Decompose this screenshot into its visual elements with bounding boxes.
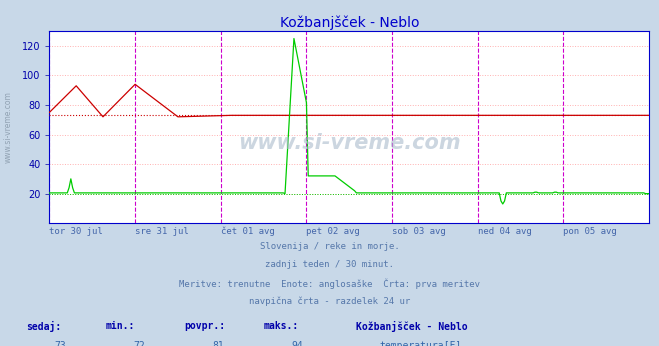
Text: pet 02 avg: pet 02 avg bbox=[306, 227, 360, 236]
Text: povpr.:: povpr.: bbox=[185, 321, 225, 331]
Text: 94: 94 bbox=[291, 341, 303, 346]
Text: min.:: min.: bbox=[105, 321, 135, 331]
Text: zadnji teden / 30 minut.: zadnji teden / 30 minut. bbox=[265, 260, 394, 269]
Text: www.si-vreme.com: www.si-vreme.com bbox=[238, 133, 461, 153]
Text: sre 31 jul: sre 31 jul bbox=[135, 227, 189, 236]
Text: www.si-vreme.com: www.si-vreme.com bbox=[3, 91, 13, 163]
Text: Slovenija / reke in morje.: Slovenija / reke in morje. bbox=[260, 242, 399, 251]
Text: navpična črta - razdelek 24 ur: navpična črta - razdelek 24 ur bbox=[249, 296, 410, 306]
Text: pon 05 avg: pon 05 avg bbox=[563, 227, 617, 236]
Text: sedaj:: sedaj: bbox=[26, 321, 61, 332]
Text: temperatura[F]: temperatura[F] bbox=[379, 341, 461, 346]
Text: ned 04 avg: ned 04 avg bbox=[478, 227, 532, 236]
Text: sob 03 avg: sob 03 avg bbox=[392, 227, 446, 236]
Text: čet 01 avg: čet 01 avg bbox=[221, 227, 275, 236]
Text: 73: 73 bbox=[54, 341, 66, 346]
Text: maks.:: maks.: bbox=[264, 321, 299, 331]
Text: tor 30 jul: tor 30 jul bbox=[49, 227, 103, 236]
Text: 72: 72 bbox=[133, 341, 145, 346]
Text: Kožbanjšček - Neblo: Kožbanjšček - Neblo bbox=[356, 321, 467, 332]
Title: Kožbanjšček - Neblo: Kožbanjšček - Neblo bbox=[279, 16, 419, 30]
Text: 81: 81 bbox=[212, 341, 224, 346]
Text: Meritve: trenutne  Enote: anglosaške  Črta: prva meritev: Meritve: trenutne Enote: anglosaške Črta… bbox=[179, 278, 480, 289]
